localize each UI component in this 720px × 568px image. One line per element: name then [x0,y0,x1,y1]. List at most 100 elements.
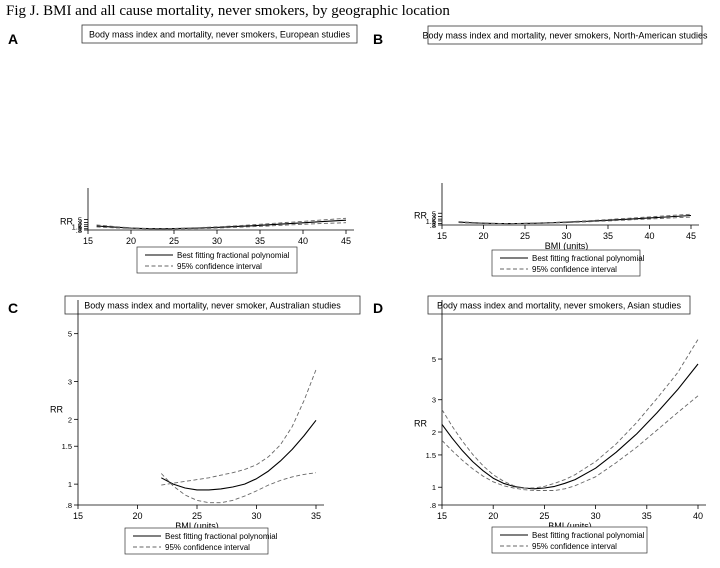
x-tick-label: 20 [126,236,136,246]
x-tick-label: 35 [642,511,652,521]
y-tick-label: 1.5 [62,442,72,451]
legend-dashed-label: 95% confidence interval [532,542,617,551]
legend-solid-label: Best fitting fractional polynomial [532,531,645,540]
x-tick-label: 25 [192,511,202,521]
y-tick-label: 1 [432,220,436,229]
panel-title-box [427,295,691,315]
legend-solid-label: Best fitting fractional polynomial [532,254,645,263]
legend-dashed-label: 95% confidence interval [165,543,250,552]
y-tick-label: 2 [78,221,82,230]
x-tick-label: 35 [255,236,265,246]
y-tick-label: 3 [78,218,82,227]
y-tick-label: 2 [432,428,436,437]
x-tick-label: 35 [311,511,321,521]
legend-box [136,246,298,274]
y-tick-label: 1.5 [426,451,436,460]
y-tick-label: 3 [68,377,72,386]
panel-B: B Body mass index and mortality, never sm… [373,25,708,277]
x-tick-label: 35 [603,231,613,241]
fitted-curve [161,419,317,491]
y-tick-label: 1 [68,480,72,489]
y-tick-label: 1 [432,483,436,492]
y-tick-label: .8 [76,226,82,235]
legend-solid-label: Best fitting fractional polynomial [165,532,278,541]
legend: Best fitting fractional polynomial 95% co… [136,246,298,274]
x-axis-label: BMI (units) [175,521,219,531]
y-tick-label: 3 [432,213,436,222]
legend: Best fitting fractional polynomial 95% co… [491,526,648,554]
y-tick-label: 1.5 [426,217,436,226]
ci-curve [161,369,317,486]
y-tick-label: 1.5 [72,222,82,231]
panel-title: Body mass index and mortality, never smo… [89,30,350,40]
y-axis-label: RR [414,418,427,428]
x-tick-label: 40 [298,236,308,246]
y-tick-label: 3 [432,396,436,405]
ci-curve [160,472,317,504]
panel-title-box [64,295,361,315]
y-tick-label: .8 [430,221,436,230]
legend-dashed-label: 95% confidence interval [177,262,262,271]
x-axis-label: BMI (units) [548,521,592,531]
x-tick-label: 20 [478,231,488,241]
y-tick-label: 5 [78,216,82,225]
x-tick-label: 40 [693,511,703,521]
x-tick-label: 20 [488,511,498,521]
y-tick-label: 5 [432,355,436,364]
panel-C: C Body mass index and mortality, never sm… [8,295,361,555]
panel-title: Body mass index and mortality, never smo… [437,301,681,311]
legend-box [491,249,641,277]
panel-label: C [8,300,18,316]
x-axis-label: BMI (units) [545,241,589,251]
ci-curve [96,217,347,230]
ci-curve [458,216,692,225]
legend: Best fitting fractional polynomial 95% co… [491,249,645,277]
ci-curve [441,339,699,489]
y-axis-label: RR [50,405,63,415]
panel-A: A Body mass index and mortality, never sm… [8,24,358,274]
x-tick-label: 25 [520,231,530,241]
y-tick-label: 5 [68,330,72,339]
panel-title-box [427,25,703,45]
panel-title: Body mass index and mortality, never smo… [84,301,341,311]
x-tick-label: 15 [73,511,83,521]
ci-curve [441,395,699,491]
x-tick-label: 30 [212,236,222,246]
y-tick-label: 1 [78,225,82,234]
y-tick-label: 2 [432,215,436,224]
legend-dashed-label: 95% confidence interval [532,265,617,274]
x-tick-label: 15 [83,236,93,246]
y-tick-label: 2 [68,415,72,424]
y-tick-label: .8 [66,501,72,510]
y-axis-label: RR [414,211,427,221]
legend: Best fitting fractional polynomial 95% co… [124,527,278,555]
y-tick-label: 5 [432,209,436,218]
panel-label: B [373,31,383,47]
legend-solid-label: Best fitting fractional polynomial [177,251,290,260]
panel-title-box [81,24,358,44]
y-tick-label: .8 [430,501,436,510]
panel-D: D Body mass index and mortality, never sm… [373,295,706,554]
x-tick-label: 40 [644,231,654,241]
fitted-curve [441,363,699,490]
x-tick-label: 45 [686,231,696,241]
x-tick-label: 30 [591,511,601,521]
panel-label: A [8,31,18,47]
x-tick-label: 15 [437,511,447,521]
x-tick-label: 30 [251,511,261,521]
legend-box [491,526,648,554]
ci-curve [96,222,347,230]
y-axis-label: RR [60,216,73,226]
x-tick-label: 20 [132,511,142,521]
x-tick-label: 30 [561,231,571,241]
x-tick-label: 25 [539,511,549,521]
figure-title: Fig J. BMI and all cause mortality, neve… [6,3,450,19]
panel-title: Body mass index and mortality, never smo… [423,31,708,41]
x-tick-label: 45 [341,236,351,246]
x-tick-label: 25 [169,236,179,246]
x-tick-label: 15 [437,231,447,241]
fitted-curve [96,219,347,230]
panel-label: D [373,300,383,316]
legend-box [124,527,269,555]
